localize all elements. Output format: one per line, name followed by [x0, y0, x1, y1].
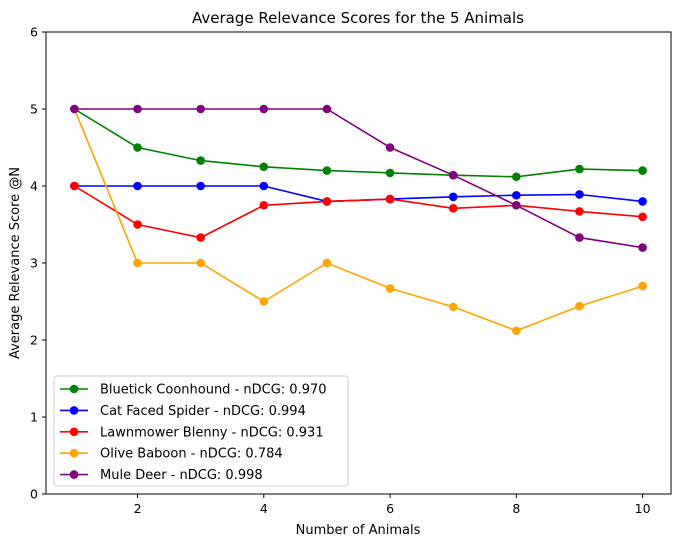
y-tick-label: 1	[30, 410, 38, 425]
series-2	[70, 181, 647, 206]
legend-item: Olive Baboon - nDCG: 0.784	[60, 447, 283, 462]
y-tick-label: 3	[30, 256, 38, 271]
data-point	[259, 181, 269, 191]
data-point	[448, 192, 458, 202]
data-point	[196, 233, 205, 242]
data-point	[322, 258, 332, 268]
legend-item: Cat Faced Spider - nDCG: 0.994	[60, 404, 306, 419]
series-layer	[70, 104, 647, 336]
y-tick-label: 2	[30, 333, 38, 348]
data-point	[638, 166, 647, 175]
legend-item: Lawnmower Blenny - nDCG: 0.931	[60, 425, 324, 440]
y-axis: 0 1 2 3 4 5 6	[30, 25, 46, 502]
data-point	[133, 181, 142, 191]
y-axis-label: Average Relevance Score @N	[8, 167, 23, 359]
data-point	[575, 207, 584, 216]
data-point	[259, 162, 269, 172]
data-point	[259, 200, 269, 210]
series-line	[73, 185, 643, 239]
y-tick-label: 5	[30, 102, 38, 117]
data-point	[575, 233, 584, 242]
series-line	[74, 108, 643, 249]
x-axis-label: Number of Animals	[296, 523, 421, 538]
legend-label: Mule Deer - nDCG: 0.998	[100, 468, 263, 483]
data-point	[385, 143, 395, 152]
data-point	[385, 168, 395, 178]
data-point	[638, 281, 647, 291]
series-line	[73, 108, 643, 332]
legend-marker	[69, 470, 79, 479]
x-axis: 2 4 6 8 10	[134, 494, 651, 516]
series-4	[70, 104, 647, 336]
legend-label: Olive Baboon - nDCG: 0.784	[100, 447, 283, 462]
data-point	[638, 212, 647, 222]
data-point	[512, 200, 521, 210]
legend-label: Lawnmower Blenny - nDCG: 0.931	[100, 425, 324, 440]
data-point	[448, 170, 458, 180]
x-tick-label: 10	[635, 501, 651, 516]
series-5	[70, 104, 647, 252]
data-point	[385, 284, 395, 293]
data-point	[638, 197, 647, 206]
x-tick-label: 4	[260, 501, 268, 516]
legend-item: Mule Deer - nDCG: 0.998	[60, 468, 263, 483]
series-line	[74, 185, 643, 203]
y-tick-label: 4	[30, 179, 38, 194]
data-point	[448, 204, 458, 213]
legend-box	[53, 375, 349, 487]
data-point	[196, 258, 205, 268]
data-point	[575, 190, 584, 199]
data-point	[196, 104, 205, 114]
data-point	[385, 194, 395, 204]
legend-item: Bluetick Coonhound - nDCG: 0.970	[60, 383, 327, 398]
series-3	[70, 181, 647, 242]
data-point	[133, 143, 142, 152]
data-point	[512, 326, 521, 336]
x-tick-label: 8	[512, 501, 520, 516]
legend: Bluetick Coonhound - nDCG: 0.970 Cat Face…	[53, 375, 349, 487]
legend-marker	[69, 448, 79, 458]
legend-label: Bluetick Coonhound - nDCG: 0.970	[100, 383, 327, 398]
data-point	[259, 104, 269, 114]
series-1	[70, 104, 647, 182]
data-point	[70, 104, 79, 114]
data-point	[448, 302, 458, 312]
legend-marker	[69, 427, 79, 437]
legend-marker	[69, 406, 79, 415]
legend-label: Cat Faced Spider - nDCG: 0.994	[100, 404, 306, 419]
data-point	[70, 181, 79, 191]
data-point	[196, 181, 205, 191]
data-point	[322, 166, 332, 175]
legend-marker	[69, 384, 79, 394]
data-point	[133, 104, 142, 114]
x-tick-label: 6	[386, 501, 394, 516]
y-tick-label: 6	[30, 25, 38, 40]
data-point	[259, 297, 269, 306]
data-point	[322, 104, 332, 114]
data-point	[512, 172, 521, 182]
data-point	[196, 156, 205, 165]
x-tick-label: 2	[134, 501, 142, 516]
y-tick-label: 0	[30, 487, 38, 502]
data-point	[638, 243, 647, 252]
data-point	[575, 301, 584, 311]
chart-title: Average Relevance Scores for the 5 Anima…	[192, 9, 524, 27]
data-point	[512, 190, 521, 200]
series-line	[73, 108, 643, 178]
data-point	[133, 220, 142, 229]
data-point	[133, 258, 142, 268]
data-point	[575, 164, 584, 174]
data-point	[322, 197, 332, 206]
